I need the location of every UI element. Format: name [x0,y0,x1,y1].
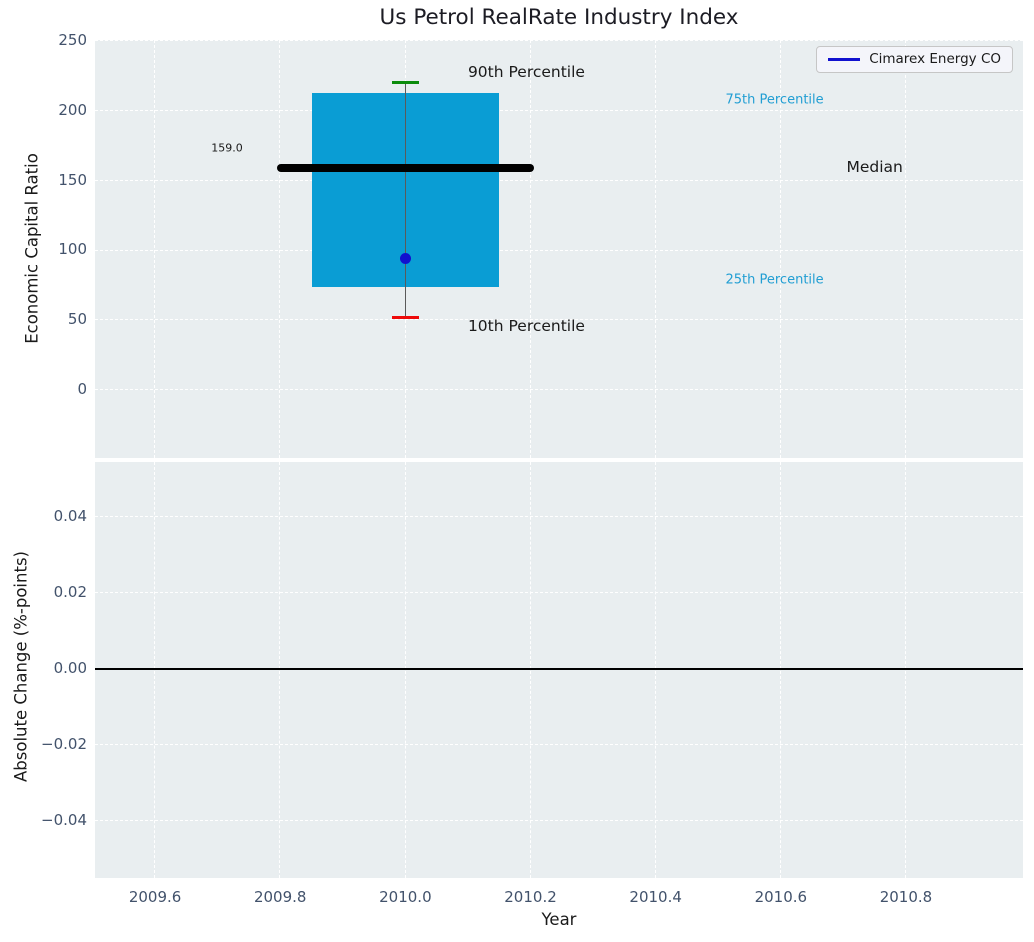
gridline-horizontal [95,820,1023,822]
top-plot-area [95,40,1023,458]
annotation-25th-percentile: 25th Percentile [725,272,824,288]
y-tick-label: −0.04 [41,811,87,829]
y-tick-label: 150 [58,170,87,189]
gridline-horizontal [95,319,1023,321]
gridline-vertical [529,40,531,458]
whisker-line [404,82,407,318]
y-tick-label: 0.02 [53,583,87,602]
gridline-horizontal [95,389,1023,391]
x-tick-label: 2009.8 [253,888,307,906]
legend: Cimarex Energy CO [816,46,1013,73]
gridline-horizontal [95,40,1023,42]
gridline-horizontal [95,179,1023,181]
gridline-vertical [154,40,156,458]
company-point [399,253,411,265]
gridline-vertical [905,40,907,458]
whisker-cap-90th [392,81,419,85]
annotation-median: Median [846,157,903,176]
y-tick-label: 0.00 [53,659,87,678]
annotation-10th-percentile: 10th Percentile [467,316,585,335]
legend-series-label: Cimarex Energy CO [869,51,1001,67]
gridline-horizontal [95,744,1023,746]
y-tick-label: 100 [58,240,87,259]
legend-line-swatch [828,57,861,61]
gridline-horizontal [95,110,1023,112]
y-tick-label: 0.04 [53,507,87,526]
x-tick-label: 2010.4 [629,888,682,906]
gridline-vertical [279,40,281,458]
gridline-vertical [780,40,782,458]
y-tick-label: 50 [67,310,87,329]
y-tick-label: 0 [77,380,87,398]
x-tick-label: 2010.6 [754,888,808,906]
x-tick-label: 2010.0 [379,888,432,906]
annotation-90th-percentile: 90th Percentile [467,62,585,81]
y-tick-label: 200 [58,100,87,119]
x-tick-label: 2010.2 [504,888,557,906]
y-tick-label: 250 [58,30,87,49]
gridline-horizontal [95,516,1023,518]
median-line [277,164,534,172]
whisker-cap-10th [392,315,419,319]
x-tick-label: 2009.6 [128,888,182,906]
gridline-vertical [654,40,656,458]
annotation-159-0: 159.0 [211,141,243,155]
chart-title: Us Petrol RealRate Industry Index [379,5,739,30]
zero-line [95,668,1023,671]
gridline-horizontal [95,249,1023,251]
annotation-75th-percentile: 75th Percentile [725,92,824,108]
gridline-horizontal [95,592,1023,594]
x-axis-label: Year [541,910,577,929]
x-tick-label: 2010.8 [879,888,933,906]
y-tick-label: −0.02 [41,735,87,754]
